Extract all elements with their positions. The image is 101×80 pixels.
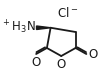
Text: $^+$H$_3$N: $^+$H$_3$N bbox=[1, 19, 36, 36]
Text: Cl$^-$: Cl$^-$ bbox=[57, 6, 78, 20]
Text: O: O bbox=[32, 56, 41, 69]
Text: O: O bbox=[57, 58, 66, 71]
Polygon shape bbox=[36, 26, 51, 30]
Text: O: O bbox=[89, 48, 98, 60]
